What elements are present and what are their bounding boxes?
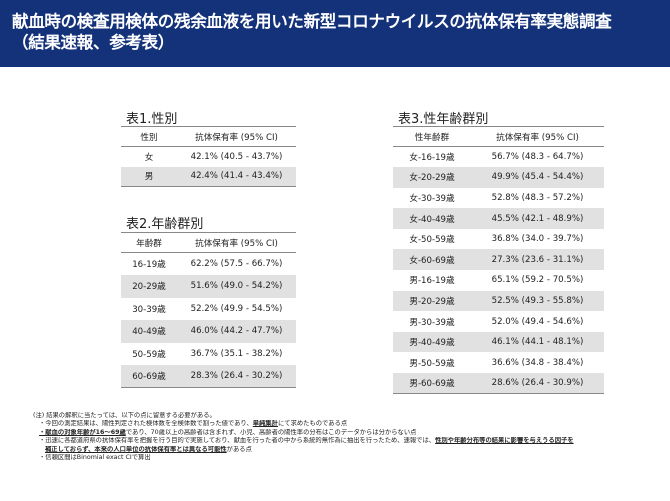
table-row: 60-69歳 28.3% (26.4 - 30.2%) bbox=[121, 365, 296, 388]
table-cell: 16-19歳 bbox=[121, 252, 177, 275]
table-cell: 52.0% (49.4 - 54.6%) bbox=[471, 311, 604, 332]
table-cell: 52.8% (48.3 - 57.2%) bbox=[471, 187, 604, 209]
table-cell: 56.7% (48.3 - 64.7%) bbox=[471, 146, 604, 168]
note-item: ・信頼区間はBinomial exact CIで算出 bbox=[39, 454, 151, 462]
column-header: 性別 bbox=[121, 126, 177, 147]
table-cell: 28.3% (26.4 - 30.2%) bbox=[177, 365, 296, 388]
table-row: 16-19歳 62.2% (57.5 - 66.7%) bbox=[121, 252, 296, 275]
note-emphasis: 補正しておらず、本来の人口単位の抗体保有率とは異なる可能性 bbox=[45, 445, 227, 453]
table-cell: 40-49歳 bbox=[121, 320, 177, 343]
note-item: ・献血の対象年齢が16～69歳であり、70歳以上の高齢者は含まれず、小児、高齢者… bbox=[33, 429, 663, 437]
table-cell: 30-39歳 bbox=[121, 297, 177, 320]
table-cell: 男-40-49歳 bbox=[393, 331, 471, 353]
table-cell: 46.0% (44.2 - 47.7%) bbox=[177, 320, 296, 343]
table-cell: 42.1% (40.5 - 43.7%) bbox=[177, 146, 296, 167]
table-header-row: 性年齢群 抗体保有率 (95% CI) bbox=[393, 126, 604, 147]
note-text: がある点 bbox=[226, 445, 252, 453]
table-cell: 42.4% (41.4 - 43.4%) bbox=[177, 166, 296, 187]
table-cell: 36.8% (34.0 - 39.7%) bbox=[471, 228, 604, 250]
table-header-row: 性別 抗体保有率 (95% CI) bbox=[121, 126, 296, 147]
table2-title: 表2.年齢群別 bbox=[126, 217, 204, 232]
table-cell: 49.9% (45.4 - 54.4%) bbox=[471, 167, 604, 188]
table-header-row: 年齢群 抗体保有率 (95% CI) bbox=[121, 232, 296, 253]
table-cell: 62.2% (57.5 - 66.7%) bbox=[177, 252, 296, 275]
table-row: 女-30-39歳 52.8% (48.3 - 57.2%) bbox=[393, 187, 604, 209]
table-cell: 60-69歳 bbox=[121, 365, 177, 388]
table-cell: 65.1% (59.2 - 70.5%) bbox=[471, 270, 604, 291]
page-title: 献血時の検査用検体の残余血液を用いた新型コロナウイルスの抗体保有率実態調査 bbox=[12, 12, 612, 31]
table-cell: 20-29歳 bbox=[121, 275, 177, 298]
column-header: 年齢群 bbox=[121, 232, 177, 253]
table-row: 男-60-69歳 28.6% (26.4 - 30.9%) bbox=[393, 373, 604, 395]
table-cell: 女 bbox=[121, 146, 177, 167]
table-row: 女-16-19歳 56.7% (48.3 - 64.7%) bbox=[393, 146, 604, 168]
table-by-age-group: 年齢群 抗体保有率 (95% CI) 16-19歳 62.2% (57.5 - 6… bbox=[121, 232, 296, 388]
table-row: 50-59歳 36.7% (35.1 - 38.2%) bbox=[121, 342, 296, 365]
table-row: 女-60-69歳 27.3% (23.6 - 31.1%) bbox=[393, 249, 604, 271]
table-cell: 女-16-19歳 bbox=[393, 146, 471, 168]
note-text: であり、70歳以上の高齢者は含まれず、小児、高齢者の陽性率の分布はこのデータから… bbox=[125, 428, 417, 436]
table-cell: 男-50-59歳 bbox=[393, 352, 471, 374]
table-cell: 男-60-69歳 bbox=[393, 373, 471, 395]
table-row: 男-50-59歳 36.6% (34.8 - 38.4%) bbox=[393, 352, 604, 374]
table-cell: 女-30-39歳 bbox=[393, 187, 471, 209]
table1-title: 表1.性別 bbox=[126, 112, 178, 127]
note-item-continued: 補正しておらず、本来の人口単位の抗体保有率とは異なる可能性がある点 bbox=[33, 446, 663, 454]
table-by-sex-age-group: 性年齢群 抗体保有率 (95% CI) 女-16-19歳 56.7% (48.3 … bbox=[393, 126, 604, 395]
column-header: 抗体保有率 (95% CI) bbox=[177, 126, 296, 147]
table-row: 20-29歳 51.6% (49.0 - 54.2%) bbox=[121, 275, 296, 298]
table-cell: 51.6% (49.0 - 54.2%) bbox=[177, 275, 296, 298]
column-header: 性年齢群 bbox=[393, 126, 471, 147]
table-cell: 女-60-69歳 bbox=[393, 249, 471, 271]
table-cell: 52.2% (49.9 - 54.5%) bbox=[177, 297, 296, 320]
footnotes: (注) 結果の解釈に当たっては、以下の点に留意する必要がある。 ・今回の測定結果… bbox=[33, 412, 663, 462]
page-subtitle: （結果速報、参考表） bbox=[12, 33, 175, 52]
table-cell: 28.6% (26.4 - 30.9%) bbox=[471, 373, 604, 395]
table-row: 男-20-29歳 52.5% (49.3 - 55.8%) bbox=[393, 290, 604, 312]
table-cell: 45.5% (42.1 - 48.9%) bbox=[471, 208, 604, 229]
table-cell: 男-20-29歳 bbox=[393, 290, 471, 312]
note-emphasis: 単純集計 bbox=[252, 420, 278, 428]
table-row: 男-16-19歳 65.1% (59.2 - 70.5%) bbox=[393, 270, 604, 291]
title-banner: 献血時の検査用検体の残余血液を用いた新型コロナウイルスの抗体保有率実態調査 （結… bbox=[0, 0, 670, 67]
table-row: 男-30-39歳 52.0% (49.4 - 54.6%) bbox=[393, 311, 604, 332]
table-cell: 女-20-29歳 bbox=[393, 167, 471, 188]
table-by-sex: 性別 抗体保有率 (95% CI) 女 42.1% (40.5 - 43.7%)… bbox=[121, 126, 296, 187]
table-cell: 46.1% (44.1 - 48.1%) bbox=[471, 331, 604, 353]
table-row: 女-20-29歳 49.9% (45.4 - 54.4%) bbox=[393, 167, 604, 188]
note-emphasis: 性別や年齢分布等の結果に影響を与えうる因子を bbox=[435, 437, 574, 445]
table-cell: 52.5% (49.3 - 55.8%) bbox=[471, 290, 604, 312]
note-item: ・今回の測定結果は、陽性判定された検体数を全検体数で割った値であり、単純集計にて… bbox=[33, 420, 663, 428]
column-header: 抗体保有率 (95% CI) bbox=[471, 126, 604, 147]
table-cell: 女-40-49歳 bbox=[393, 208, 471, 229]
column-header: 抗体保有率 (95% CI) bbox=[177, 232, 296, 253]
table-cell: 36.7% (35.1 - 38.2%) bbox=[177, 342, 296, 365]
note-intro: (注) 結果の解釈に当たっては、以下の点に留意する必要がある。 bbox=[33, 412, 216, 419]
note-emphasis: ・献血の対象年齢が16～69歳 bbox=[39, 428, 126, 436]
table-row: 男 42.4% (41.4 - 43.4%) bbox=[121, 166, 296, 187]
table-cell: 男 bbox=[121, 166, 177, 187]
note-text: ・今回の測定結果は、陽性判定された検体数を全検体数で割った値であり、 bbox=[39, 420, 253, 428]
note-text: ・迅速に各都道府県の抗体保有率を把握を行う目的で実施しており、献血を行った者の中… bbox=[39, 437, 436, 445]
note-item: ・迅速に各都道府県の抗体保有率を把握を行う目的で実施しており、献血を行った者の中… bbox=[33, 437, 663, 445]
table-cell: 女-50-59歳 bbox=[393, 228, 471, 250]
table-cell: 36.6% (34.8 - 38.4%) bbox=[471, 352, 604, 374]
table-cell: 50-59歳 bbox=[121, 342, 177, 365]
table-row: 30-39歳 52.2% (49.9 - 54.5%) bbox=[121, 297, 296, 320]
table-cell: 27.3% (23.6 - 31.1%) bbox=[471, 249, 604, 271]
table-row: 女 42.1% (40.5 - 43.7%) bbox=[121, 146, 296, 167]
table-row: 女-40-49歳 45.5% (42.1 - 48.9%) bbox=[393, 208, 604, 229]
table-cell: 男-16-19歳 bbox=[393, 270, 471, 291]
table-cell: 男-30-39歳 bbox=[393, 311, 471, 332]
table-row: 男-40-49歳 46.1% (44.1 - 48.1%) bbox=[393, 331, 604, 353]
table-row: 女-50-59歳 36.8% (34.0 - 39.7%) bbox=[393, 228, 604, 250]
table3-title: 表3.性年齢群別 bbox=[398, 112, 489, 127]
note-text: にて求めたものである点 bbox=[277, 420, 348, 428]
table-row: 40-49歳 46.0% (44.2 - 47.7%) bbox=[121, 320, 296, 343]
